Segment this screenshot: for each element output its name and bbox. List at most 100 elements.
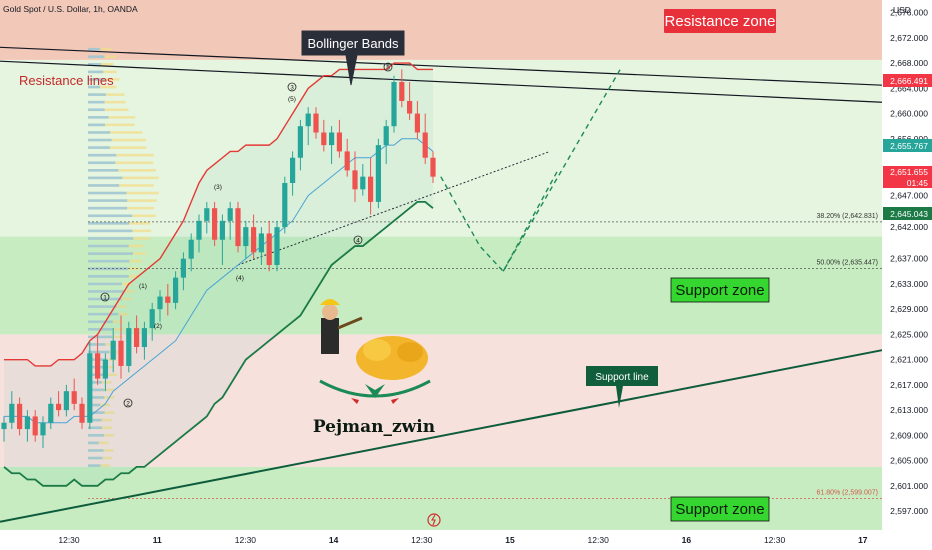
volume-bar-buy [88,434,104,437]
volume-bar-buy [88,93,106,96]
volume-profile [88,47,159,467]
helmet-icon [320,299,340,305]
fib-label: 61.80% (2,599.007) [817,489,879,496]
price-tick-label: 2,597.000 [890,506,928,516]
miner-figure-icon [321,318,339,354]
price-tick-label: 2,605.000 [890,456,928,466]
volume-bar-buy [88,222,130,225]
fib-label: 38.20% (2,642.831) [817,213,879,220]
neutral-pink-band [0,334,882,467]
volume-bar-sell [88,184,154,187]
support-line-callout-box [586,366,658,408]
volume-bar-sell [88,138,147,142]
wave-label-circled-text: 2 [126,401,130,408]
time-tick-label: 12:30 [764,535,786,545]
wave-label-paren: (2) [154,323,162,330]
wave-label-circled [100,292,110,302]
svg-text:2,655.767: 2,655.767 [890,141,928,151]
candle-body [87,353,93,423]
candle-body [212,208,218,240]
candle-body [336,132,342,152]
volume-bar-sell [88,146,147,149]
support-line-callout-label: Support line [595,372,649,383]
fib-label: 50.00% (2,635.447) [817,259,879,266]
candle-body [126,328,132,366]
time-tick-label: 11 [153,535,162,545]
volume-bar-buy [88,131,111,134]
price-tick-label: 2,633.000 [890,279,928,289]
volume-bar-buy [88,85,101,89]
volume-bar-sell [88,153,154,157]
volume-bar-buy [88,176,123,180]
svg-text:2,645.043: 2,645.043 [890,209,928,219]
candle-body [391,82,397,127]
volume-bar-buy [88,78,105,81]
bollinger-callout-label: Bollinger Bands [307,36,399,51]
resistance-line-2[interactable] [0,60,883,103]
candle-body [258,233,264,253]
volume-bar-sell [88,123,135,127]
volume-bar-buy [88,418,102,422]
volume-bar-buy [88,138,112,142]
volume-bar-buy [88,456,103,460]
resistance-line-1[interactable] [0,46,883,86]
support-zone-label-box-upper [670,277,770,303]
currency-label: USD [893,5,911,15]
volume-bar-buy [88,116,109,119]
replay-button[interactable] [427,513,441,527]
candle-body [196,220,202,240]
candle-body [63,391,69,411]
candle-body [79,403,85,423]
volume-bar-buy [88,169,119,172]
band-price-tag [883,207,932,220]
price-tick-label: 2,642.000 [890,222,928,232]
candle-body [297,126,303,158]
mid-price-tag [883,139,932,152]
candlestick-series [1,69,436,448]
volume-bar-buy [88,55,105,59]
price-tick-label: 2,676.000 [890,8,928,18]
volume-bar-buy [88,290,125,293]
volume-bar-buy [88,320,113,324]
dotted-trend-line[interactable] [237,150,551,266]
price-tick-label: 2,617.000 [890,380,928,390]
candle-body [118,340,124,366]
price-tick-label: 2,613.000 [890,405,928,415]
lightning-icon[interactable] [427,513,441,527]
candle-body [173,277,179,303]
candle-body [56,403,62,411]
candle-body [383,126,389,146]
volume-bar-buy [88,403,101,407]
candle-body [141,328,147,348]
wave-label-circled-text: 4 [356,238,360,245]
support-line[interactable] [0,349,883,523]
volume-bar-buy [88,191,127,195]
volume-bar-buy [88,229,133,233]
volume-bar-buy [88,381,102,384]
volume-bar-buy [88,282,122,286]
candle-body [17,403,23,430]
candle-body [375,145,381,202]
symbol-title: Gold Spot / U.S. Dollar, 1h, OANDA [3,4,138,14]
wave-label-circled-text: 3 [290,85,294,92]
volume-bar-sell [88,176,159,180]
candle-body [40,422,46,436]
volume-bar-buy [88,161,116,165]
price-axis-pane[interactable] [882,0,932,550]
volume-bar-buy [88,237,134,240]
candle-body [71,391,77,404]
price-tick-label: 2,660.000 [890,109,928,119]
time-axis-pane[interactable] [0,530,882,550]
volume-bar-buy [88,350,110,354]
volume-bar-buy [88,335,113,339]
volume-bar-buy [88,63,101,66]
wave-label-circled-text: 1 [103,295,107,302]
price-tick-label: 2,664.000 [890,83,928,93]
bollinger-lower-band [3,201,434,487]
price-tick-label: 2,629.000 [890,304,928,314]
price-tags: 2,666.491 2,655.767 2,651.655 01:45 2,64… [883,74,932,220]
volume-bar-buy [88,426,102,430]
candle-body [329,132,335,146]
wave-label-circled [383,62,393,72]
